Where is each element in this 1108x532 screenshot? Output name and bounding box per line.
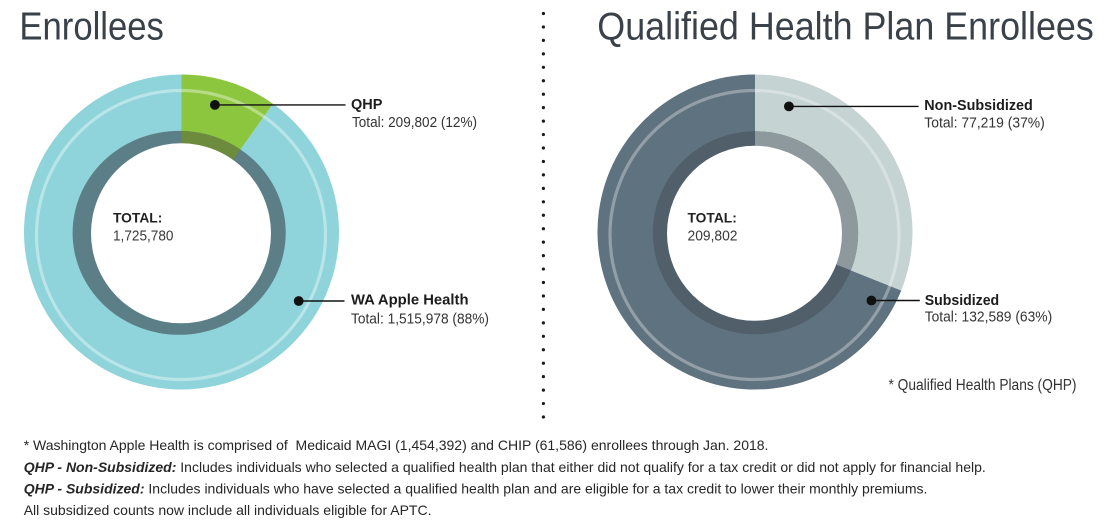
svg-text:TOTAL:: TOTAL: (688, 211, 737, 226)
svg-text:209,802: 209,802 (688, 228, 738, 244)
svg-text:Total: 1,515,978 (88%): Total: 1,515,978 (88%) (351, 312, 489, 328)
svg-text:* Qualified Health Plans (QHP): * Qualified Health Plans (QHP) (889, 377, 1077, 394)
svg-text:Enrollees: Enrollees (19, 5, 164, 48)
svg-text:1,725,780: 1,725,780 (113, 228, 174, 244)
svg-text:TOTAL:: TOTAL: (113, 211, 162, 226)
svg-text:Qualified Health Plan Enrollee: Qualified Health Plan Enrollees (597, 5, 1094, 48)
svg-text:QHP - Subsidized: Includes ind: QHP - Subsidized: Includes individuals w… (24, 480, 928, 496)
svg-text:* Washington Apple Health is c: * Washington Apple Health is comprised o… (24, 437, 769, 453)
svg-text:Non-Subsidized: Non-Subsidized (924, 98, 1033, 114)
svg-text:QHP - Non-Subsidized: Includes: QHP - Non-Subsidized: Includes individua… (24, 459, 986, 475)
svg-text:Total: 77,219 (37%): Total: 77,219 (37%) (924, 115, 1045, 131)
svg-text:Subsidized: Subsidized (925, 293, 1000, 309)
svg-text:Total: 209,802 (12%): Total: 209,802 (12%) (352, 115, 477, 131)
svg-text:Total: 132,589 (63%): Total: 132,589 (63%) (925, 310, 1052, 326)
svg-text:All subsidized counts now incl: All subsidized counts now include all in… (24, 502, 432, 518)
svg-text:QHP: QHP (351, 97, 383, 113)
svg-text:WA Apple Health: WA Apple Health (351, 293, 469, 309)
